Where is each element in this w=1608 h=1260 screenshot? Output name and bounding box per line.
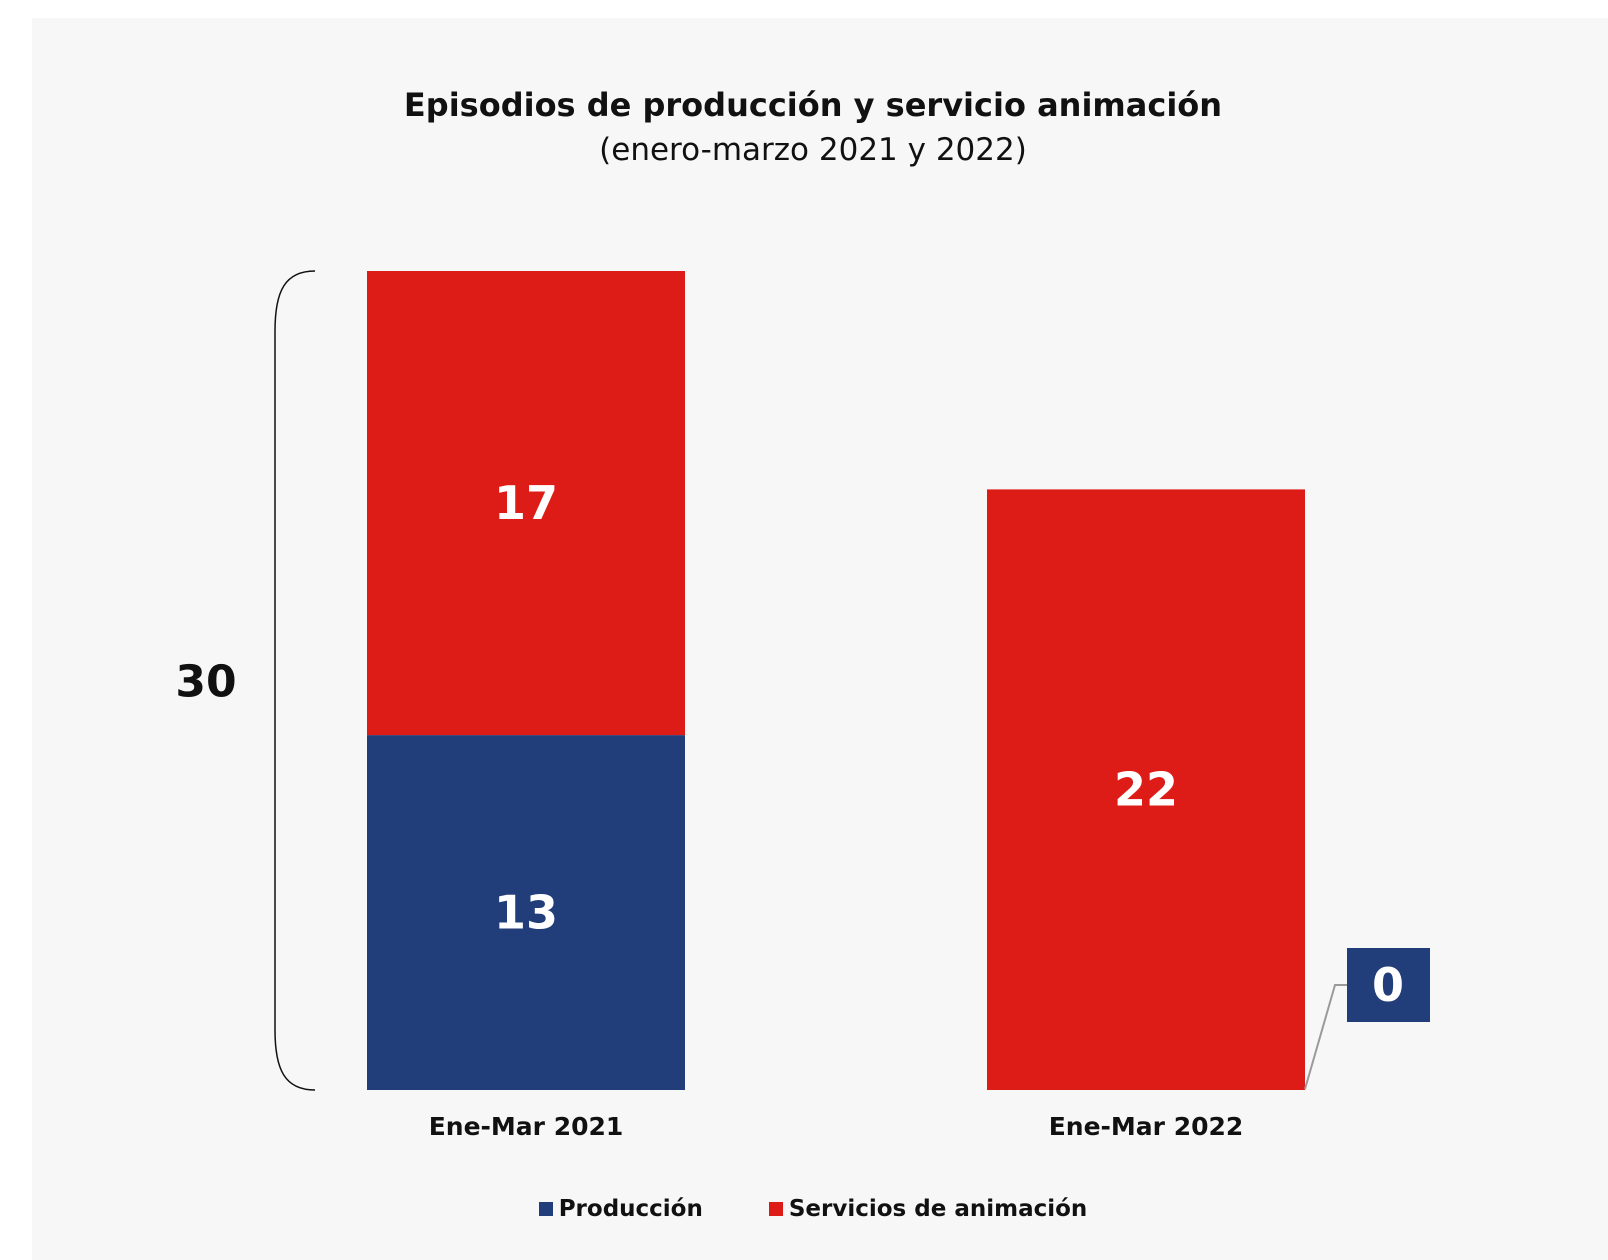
chart-background	[32, 18, 1608, 1260]
data-label-servicios-2021: 17	[494, 476, 558, 530]
data-label-servicios-2022: 22	[1114, 763, 1178, 817]
zero-callout-box	[1347, 948, 1430, 1022]
bar-servicios-2021	[367, 271, 685, 736]
data-label-produccion-2021: 13	[494, 886, 558, 940]
legend-swatch-produccion	[538, 1202, 553, 1216]
total-brace	[274, 270, 316, 1091]
bar-produccion-2021	[367, 735, 685, 1090]
chart-subtitle: (enero-marzo 2021 y 2022)	[599, 132, 1027, 168]
chart-title: Episodios de producción y servicio anima…	[403, 86, 1223, 124]
legend-swatch-servicios	[768, 1202, 783, 1216]
legend-item-produccion: Producción	[538, 1196, 703, 1222]
x-tick-label-2021: Ene-Mar 2021	[429, 1112, 624, 1141]
chart-legend: Producción Servicios de animación	[0, 1196, 1608, 1222]
total-label-2021: 30	[175, 657, 236, 708]
x-tick-label-2022: Ene-Mar 2022	[1049, 1112, 1244, 1141]
data-label-produccion-2022: 0	[1372, 958, 1404, 1012]
legend-label-produccion: Producción	[558, 1196, 703, 1222]
legend-item-servicios: Servicios de animación	[768, 1196, 1088, 1222]
zero-callout-leader	[1304, 984, 1347, 1090]
bar-servicios-2022	[987, 489, 1305, 1090]
legend-label-servicios: Servicios de animación	[788, 1196, 1088, 1222]
